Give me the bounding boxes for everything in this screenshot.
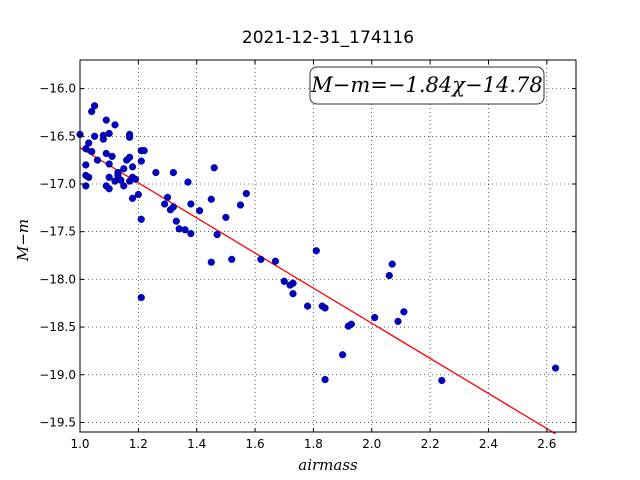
data-point xyxy=(385,271,393,280)
plot-frame xyxy=(79,59,577,433)
data-point xyxy=(172,217,180,225)
data-point xyxy=(222,213,230,221)
data-point xyxy=(128,163,137,171)
data-point xyxy=(134,190,142,199)
x-axis-label: airmass xyxy=(298,456,358,474)
data-points xyxy=(76,102,560,385)
y-tick-label: −18.5 xyxy=(39,320,76,334)
data-point xyxy=(181,226,189,234)
data-point xyxy=(303,302,312,310)
axis-ticks: 1.0 1.2 1.4 1.6 1.8 2.0 2.2 2.4 2.6 −16.0 −16.5 −17… xyxy=(39,60,576,451)
x-tick-label: 2.4 xyxy=(479,437,498,451)
data-point xyxy=(236,201,245,209)
data-point xyxy=(88,107,96,116)
data-point xyxy=(321,375,329,384)
data-point xyxy=(187,200,195,208)
data-point xyxy=(371,313,379,322)
data-point xyxy=(400,308,408,316)
y-tick-label: −16.5 xyxy=(39,129,76,143)
y-tick-label: −17.5 xyxy=(39,225,76,239)
data-point xyxy=(161,200,169,208)
fit-line xyxy=(79,147,556,435)
chart-title: 2021-12-31_174116 xyxy=(242,28,414,48)
data-point xyxy=(137,157,145,165)
data-point xyxy=(90,102,99,110)
data-point xyxy=(120,165,128,173)
data-point xyxy=(105,185,113,193)
data-point xyxy=(169,203,177,211)
data-point xyxy=(242,189,250,198)
x-tick-label: 1.2 xyxy=(129,437,148,451)
data-point xyxy=(126,153,134,161)
data-point xyxy=(82,145,90,153)
fit-annotation: M−m=−1.84χ−14.78 xyxy=(309,66,545,105)
x-tick-label: 1.8 xyxy=(304,437,323,451)
data-point xyxy=(105,160,113,168)
data-point xyxy=(152,168,160,177)
data-point xyxy=(289,290,297,298)
data-point xyxy=(163,193,172,201)
grid-lines xyxy=(79,60,576,432)
data-point xyxy=(207,195,215,203)
data-point xyxy=(111,121,119,129)
y-tick-label: −19.5 xyxy=(39,415,76,429)
data-point xyxy=(140,147,148,155)
y-tick-label: −19.0 xyxy=(39,368,76,382)
data-point xyxy=(196,207,204,215)
data-point xyxy=(280,277,288,285)
data-point xyxy=(85,139,93,147)
data-point xyxy=(210,164,218,172)
data-point xyxy=(207,258,215,266)
data-point xyxy=(102,116,110,124)
data-point xyxy=(85,173,93,181)
x-tick-label: 2.6 xyxy=(537,437,556,451)
y-tick-label: −16.0 xyxy=(39,82,76,96)
data-point xyxy=(90,132,99,140)
data-point xyxy=(117,176,125,184)
y-axis-label: M−m xyxy=(14,219,32,262)
data-point xyxy=(137,215,145,223)
data-point xyxy=(105,173,113,181)
data-point xyxy=(82,182,90,190)
data-point xyxy=(184,178,192,186)
annotation-box xyxy=(309,66,545,105)
data-point xyxy=(228,255,236,263)
annotation-text: M−m=−1.84χ−14.78 xyxy=(310,73,542,97)
data-point xyxy=(312,247,320,255)
data-point xyxy=(88,147,96,156)
data-point xyxy=(169,168,177,177)
x-tick-label: 2.2 xyxy=(421,437,440,451)
data-point xyxy=(394,317,402,325)
data-point xyxy=(338,351,347,359)
data-point xyxy=(551,364,560,372)
data-point xyxy=(120,182,128,190)
x-tick-label: 1.6 xyxy=(246,437,265,451)
data-point xyxy=(187,230,195,238)
data-point xyxy=(271,257,280,265)
data-point xyxy=(131,175,140,183)
data-point xyxy=(438,376,446,385)
x-tick-label: 1.0 xyxy=(70,437,89,451)
data-point xyxy=(126,133,134,141)
data-point xyxy=(137,293,145,302)
x-tick-label: 1.4 xyxy=(187,437,206,451)
data-point xyxy=(321,304,329,312)
data-point xyxy=(128,194,137,202)
data-point xyxy=(93,156,102,164)
fit-line-group xyxy=(79,147,556,435)
data-point xyxy=(213,230,221,239)
data-point xyxy=(388,260,396,268)
data-point xyxy=(108,152,116,160)
y-tick-label: −18.0 xyxy=(39,272,76,286)
data-point xyxy=(289,279,297,287)
y-tick-label: −17.0 xyxy=(39,177,76,191)
data-point xyxy=(105,129,113,138)
data-point xyxy=(347,320,355,328)
data-point xyxy=(257,255,265,263)
x-tick-label: 2.0 xyxy=(362,437,381,451)
data-point xyxy=(82,161,90,169)
data-point xyxy=(102,149,110,158)
